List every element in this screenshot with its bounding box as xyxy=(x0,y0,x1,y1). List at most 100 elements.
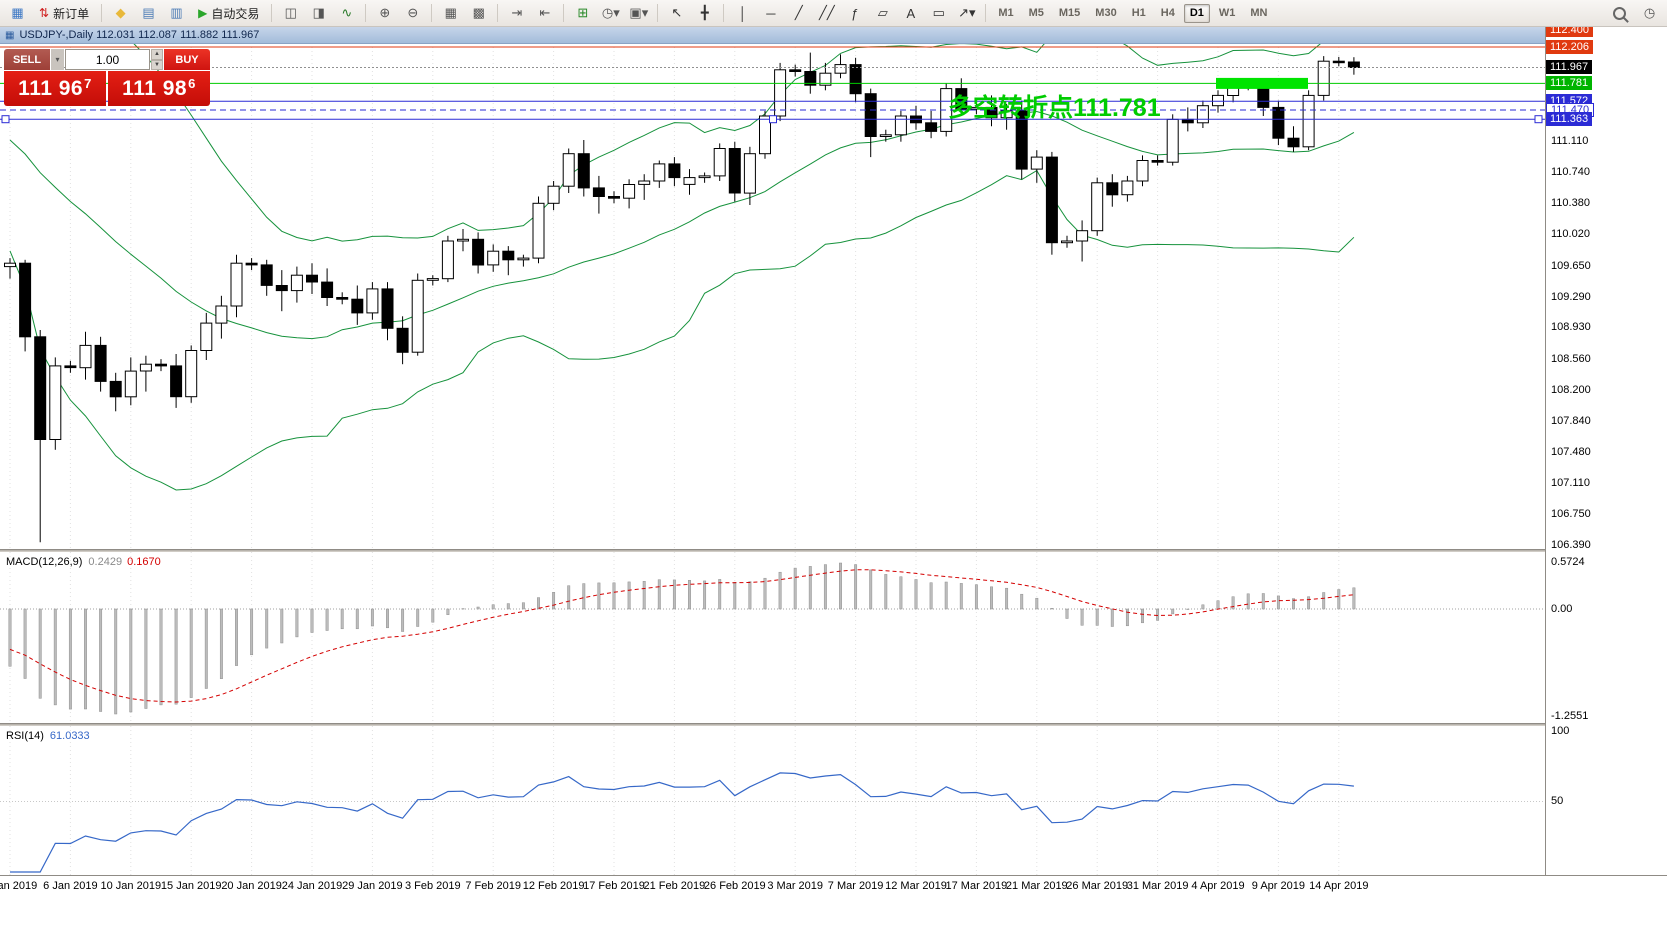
date-label: 1 Jan 2019 xyxy=(0,880,38,892)
chart-window-titlebar[interactable]: ▦ USDJPY-,Daily 112.031 112.087 111.882 … xyxy=(0,27,1545,44)
app-icon[interactable]: ▦ xyxy=(4,2,31,25)
date-label: 9 Apr 2019 xyxy=(1251,880,1305,892)
timeframe-button-m1[interactable]: M1 xyxy=(998,6,1014,19)
panel-separator[interactable] xyxy=(0,549,1667,552)
volume-down-icon[interactable]: ▼ xyxy=(151,59,163,70)
arrows-dropdown-icon: ↗▾ xyxy=(958,5,976,20)
buy-button[interactable]: BUY xyxy=(164,49,210,70)
arrows-dropdown-icon[interactable]: ↗▾ xyxy=(953,2,980,25)
fibonacci-icon[interactable]: ƒ xyxy=(841,2,868,25)
chart-shift-icon[interactable]: ⇤ xyxy=(531,2,558,25)
fibonacci-icon: ƒ xyxy=(851,5,859,21)
shapes-icon[interactable]: ▱ xyxy=(869,2,896,25)
line-chart-icon: ∿ xyxy=(341,5,353,20)
new-order-button-label: 新订单 xyxy=(53,6,90,21)
cursor-icon: ↖ xyxy=(671,5,683,20)
sell-button[interactable]: SELL xyxy=(4,49,50,70)
navigator-icon[interactable]: ▥ xyxy=(163,2,190,25)
clock-icon[interactable]: ◷ xyxy=(1636,2,1663,25)
volume-up-icon[interactable]: ▲ xyxy=(151,49,163,60)
templates-dropdown-icon[interactable]: ▣▾ xyxy=(625,2,652,25)
date-label: 4 Apr 2019 xyxy=(1191,880,1245,892)
crosshair-icon[interactable]: ╋ xyxy=(691,2,718,25)
line-chart-icon[interactable]: ∿ xyxy=(333,2,360,25)
text-label-icon[interactable]: ▭ xyxy=(925,2,952,25)
price-tick-label: 109.290 xyxy=(1551,291,1591,303)
price-tick-label: 111.110 xyxy=(1551,135,1589,147)
auto-scroll-icon[interactable]: ⇥ xyxy=(503,2,530,25)
templates-dropdown-icon: ▣▾ xyxy=(629,5,649,20)
timeframe-button-mn[interactable]: MN xyxy=(1250,6,1268,19)
buy-price-button[interactable]: 111 98 6 xyxy=(108,71,210,106)
macd-panel-canvas[interactable] xyxy=(0,552,1545,723)
indicators-icon[interactable]: ⊞ xyxy=(569,2,596,25)
timeframe-button-m15[interactable]: M15 xyxy=(1058,6,1081,19)
text-icon[interactable]: A xyxy=(897,2,924,25)
toolbar-separator xyxy=(497,4,499,22)
cascade-windows-icon[interactable]: ▩ xyxy=(465,2,492,25)
horizontal-line-icon[interactable]: ─ xyxy=(757,2,784,25)
timeframe-button-h1[interactable]: H1 xyxy=(1131,6,1146,19)
candlestick-chart-icon[interactable]: ◨ xyxy=(305,2,332,25)
new-order-button[interactable]: ⇅ 新订单 xyxy=(32,2,96,25)
trendline-icon[interactable]: ╱ xyxy=(785,2,812,25)
vertical-line-icon: │ xyxy=(738,5,747,21)
price-scale[interactable]: 111.110 110.740 110.380 110.020 109.650 109.2… xyxy=(1545,23,1667,875)
zoom-out-icon: ⊖ xyxy=(407,5,419,20)
price-badge-111.781[interactable]: 111.781 xyxy=(1546,76,1593,90)
date-label: 21 Mar 2019 xyxy=(1005,880,1068,892)
volume-spinner[interactable]: ▲ ▼ xyxy=(151,49,163,70)
price-chart-canvas[interactable] xyxy=(0,27,1545,549)
toolbar-separator xyxy=(985,4,987,22)
timeframe-button-w1[interactable]: W1 xyxy=(1218,6,1236,19)
tile-windows-icon[interactable]: ▦ xyxy=(437,2,464,25)
sell-price-button[interactable]: 111 96 7 xyxy=(4,71,106,106)
new-order-button: ⇅ xyxy=(39,6,50,20)
date-label: 6 Jan 2019 xyxy=(43,880,98,892)
volume-input[interactable]: 1.00 xyxy=(65,49,150,70)
market-watch-icon: ▤ xyxy=(142,5,155,20)
market-watch-icon[interactable]: ▤ xyxy=(135,2,162,25)
zoom-in-icon[interactable]: ⊕ xyxy=(371,2,398,25)
indicator-scale-label: -1.2551 xyxy=(1551,710,1589,722)
timeframe-button-d1[interactable]: D1 xyxy=(1183,3,1210,23)
indicator-scale-label: 0.5724 xyxy=(1551,556,1585,568)
hline-selection-handle xyxy=(769,115,777,124)
text-label-icon: ▭ xyxy=(932,5,945,20)
panel-separator[interactable] xyxy=(0,723,1667,726)
price-tick-label: 108.930 xyxy=(1551,321,1591,333)
cascade-windows-icon: ▩ xyxy=(472,5,485,20)
channel-icon[interactable]: ╱╱ xyxy=(813,2,840,25)
cursor-icon[interactable]: ↖ xyxy=(663,2,690,25)
price-badge-112.206[interactable]: 112.206 xyxy=(1546,40,1593,54)
channel-icon: ╱╱ xyxy=(819,5,835,20)
timeframe-button-m5[interactable]: M5 xyxy=(1028,6,1044,19)
timeframe-button-h4[interactable]: H4 xyxy=(1160,6,1175,19)
price-tick-label: 107.480 xyxy=(1551,446,1591,458)
compass-icon[interactable]: ◆ xyxy=(107,2,134,25)
periods-dropdown-icon[interactable]: ◷▾ xyxy=(597,2,624,25)
vertical-line-icon[interactable]: │ xyxy=(729,2,756,25)
zoom-out-icon[interactable]: ⊖ xyxy=(399,2,426,25)
macd-indicator-label: MACD(12,26,9) 0.2429 0.1670 xyxy=(6,556,161,568)
bar-chart-icon[interactable]: ◫ xyxy=(277,2,304,25)
auto-trading-button: ▶ xyxy=(198,6,208,20)
date-label: 26 Feb 2019 xyxy=(703,880,766,892)
app-icon: ▦ xyxy=(11,5,24,20)
price-badge-111.967[interactable]: 111.967 xyxy=(1546,60,1593,74)
auto-trading-button[interactable]: ▶ 自动交易 xyxy=(191,2,266,25)
date-label: 17 Mar 2019 xyxy=(945,880,1008,892)
rsi-panel-canvas[interactable] xyxy=(0,726,1545,875)
timeframe-button-m30[interactable]: M30 xyxy=(1095,6,1117,19)
pivot-point-annotation[interactable]: 多空转折点111.781 xyxy=(948,94,1161,122)
auto-scroll-icon: ⇥ xyxy=(511,5,523,20)
volume-dropdown[interactable]: ▾ xyxy=(51,49,64,70)
date-label: 26 Mar 2019 xyxy=(1066,880,1129,892)
hline-selection-handle xyxy=(1,115,10,124)
indicators-icon: ⊞ xyxy=(577,5,589,20)
price-badge-111.363[interactable]: 111.363 xyxy=(1546,112,1593,126)
search-icon[interactable] xyxy=(1608,2,1635,25)
toolbar-separator xyxy=(563,4,565,22)
chart-window-icon: ▦ xyxy=(5,29,15,41)
